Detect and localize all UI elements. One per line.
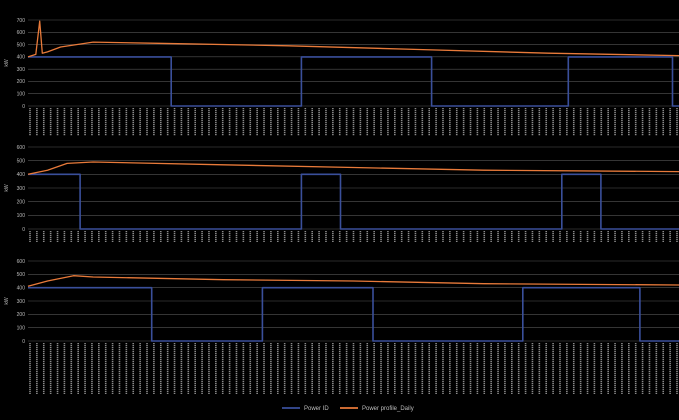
y-tick-label: 100 [17, 213, 26, 219]
y-axis-label: kW [4, 184, 10, 192]
y-tick-label: 600 [17, 145, 26, 151]
y-tick-label: 300 [17, 299, 26, 305]
series-line-power-id [28, 173, 679, 230]
y-tick-label: 400 [17, 55, 26, 61]
y-tick-label: 300 [17, 67, 26, 73]
y-tick-label: 0 [22, 227, 25, 233]
chart-panels: 0 100 200 300 400 500 600 700 kW 0 100 200 300 400 500… [4, 18, 679, 394]
y-tick-label: 700 [17, 18, 26, 24]
y-tick-label: 100 [17, 325, 26, 331]
series-line-power-id [28, 286, 679, 342]
y-tick-label: 100 [17, 92, 26, 98]
y-tick-label: 500 [17, 272, 26, 278]
y-tick-label: 600 [17, 259, 26, 265]
chart-panel-3: 0 100 200 300 400 500 600 kW [4, 259, 679, 394]
y-tick-label: 200 [17, 79, 26, 85]
y-tick-label: 0 [22, 104, 25, 110]
series-line-power-profile-daily [27, 161, 679, 175]
y-tick-label: 500 [17, 42, 26, 48]
y-tick-label: 200 [17, 199, 26, 205]
y-axis-label: kW [4, 59, 10, 67]
y-tick-label: 400 [17, 172, 26, 178]
chart-legend: Power ID Power profile_Daily [282, 406, 414, 412]
y-tick-label: 200 [17, 312, 26, 318]
series-line-power-profile-daily [27, 275, 679, 287]
y-tick-label: 300 [17, 186, 26, 192]
series-line-power-profile-daily [27, 20, 679, 58]
legend-entry: Power profile_Daily [362, 406, 414, 412]
y-axis-label: kW [4, 297, 10, 305]
chart-panel-1: 0 100 200 300 400 500 600 700 kW [4, 18, 679, 136]
y-tick-label: 0 [22, 339, 25, 345]
legend-entry: Power ID [304, 406, 329, 412]
y-tick-label: 600 [17, 30, 26, 36]
y-tick-label: 400 [17, 285, 26, 291]
series-line-power-id [28, 56, 679, 107]
chart-panel-2: 0 100 200 300 400 500 600 kW [4, 145, 679, 242]
y-tick-label: 500 [17, 158, 26, 164]
